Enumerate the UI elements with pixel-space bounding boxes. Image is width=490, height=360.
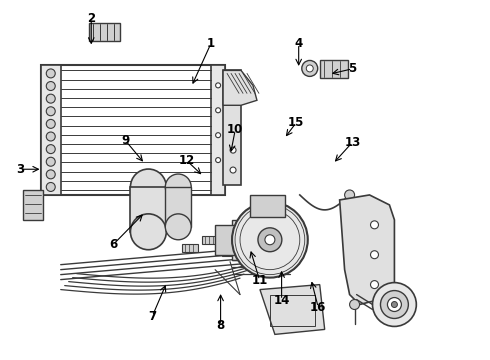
Bar xyxy=(23,190,43,220)
Text: 16: 16 xyxy=(310,301,326,314)
Bar xyxy=(211,66,225,195)
Circle shape xyxy=(265,235,275,245)
Text: 12: 12 xyxy=(178,154,195,167)
Circle shape xyxy=(165,214,191,240)
Bar xyxy=(223,71,241,185)
Bar xyxy=(270,294,315,327)
Circle shape xyxy=(392,302,397,307)
Circle shape xyxy=(46,120,55,129)
Circle shape xyxy=(46,170,55,179)
Bar xyxy=(182,244,198,252)
Circle shape xyxy=(258,228,282,252)
Text: 11: 11 xyxy=(251,274,268,287)
Bar xyxy=(202,236,218,244)
Circle shape xyxy=(46,82,55,90)
Circle shape xyxy=(372,283,416,327)
Text: 14: 14 xyxy=(273,294,290,307)
Circle shape xyxy=(344,190,355,200)
Circle shape xyxy=(130,169,166,205)
Text: 1: 1 xyxy=(207,37,215,50)
Text: 10: 10 xyxy=(227,123,244,136)
Circle shape xyxy=(46,157,55,166)
Circle shape xyxy=(380,291,408,319)
Bar xyxy=(41,66,61,195)
Bar xyxy=(215,225,235,255)
Circle shape xyxy=(46,145,55,154)
Circle shape xyxy=(232,202,308,278)
Text: 13: 13 xyxy=(344,136,361,149)
Circle shape xyxy=(216,83,220,88)
Circle shape xyxy=(216,108,220,113)
Text: 4: 4 xyxy=(294,37,303,50)
Circle shape xyxy=(46,94,55,103)
Bar xyxy=(89,23,121,41)
Circle shape xyxy=(302,60,318,76)
Text: 7: 7 xyxy=(148,310,156,323)
Bar xyxy=(250,195,285,217)
Text: 5: 5 xyxy=(348,62,357,75)
Circle shape xyxy=(230,167,236,173)
Bar xyxy=(222,248,238,256)
Bar xyxy=(319,60,347,78)
Circle shape xyxy=(46,183,55,192)
Circle shape xyxy=(230,147,236,153)
Text: 2: 2 xyxy=(87,12,96,25)
Text: 8: 8 xyxy=(217,319,225,332)
Circle shape xyxy=(349,300,360,310)
Polygon shape xyxy=(260,285,325,334)
Circle shape xyxy=(46,107,55,116)
Circle shape xyxy=(216,158,220,163)
Circle shape xyxy=(46,69,55,78)
Circle shape xyxy=(216,133,220,138)
Circle shape xyxy=(388,298,401,311)
Circle shape xyxy=(370,280,378,289)
Text: 15: 15 xyxy=(288,116,304,129)
Circle shape xyxy=(370,251,378,259)
Text: 6: 6 xyxy=(109,238,117,251)
Circle shape xyxy=(370,221,378,229)
Polygon shape xyxy=(340,195,394,305)
Polygon shape xyxy=(223,71,257,105)
Circle shape xyxy=(165,174,191,200)
Text: 9: 9 xyxy=(122,134,129,147)
Bar xyxy=(41,66,225,195)
Bar xyxy=(232,220,270,260)
Text: 3: 3 xyxy=(16,163,24,176)
Bar xyxy=(165,187,191,227)
Bar xyxy=(130,187,166,232)
Circle shape xyxy=(306,65,313,72)
Circle shape xyxy=(46,132,55,141)
Circle shape xyxy=(130,214,166,250)
